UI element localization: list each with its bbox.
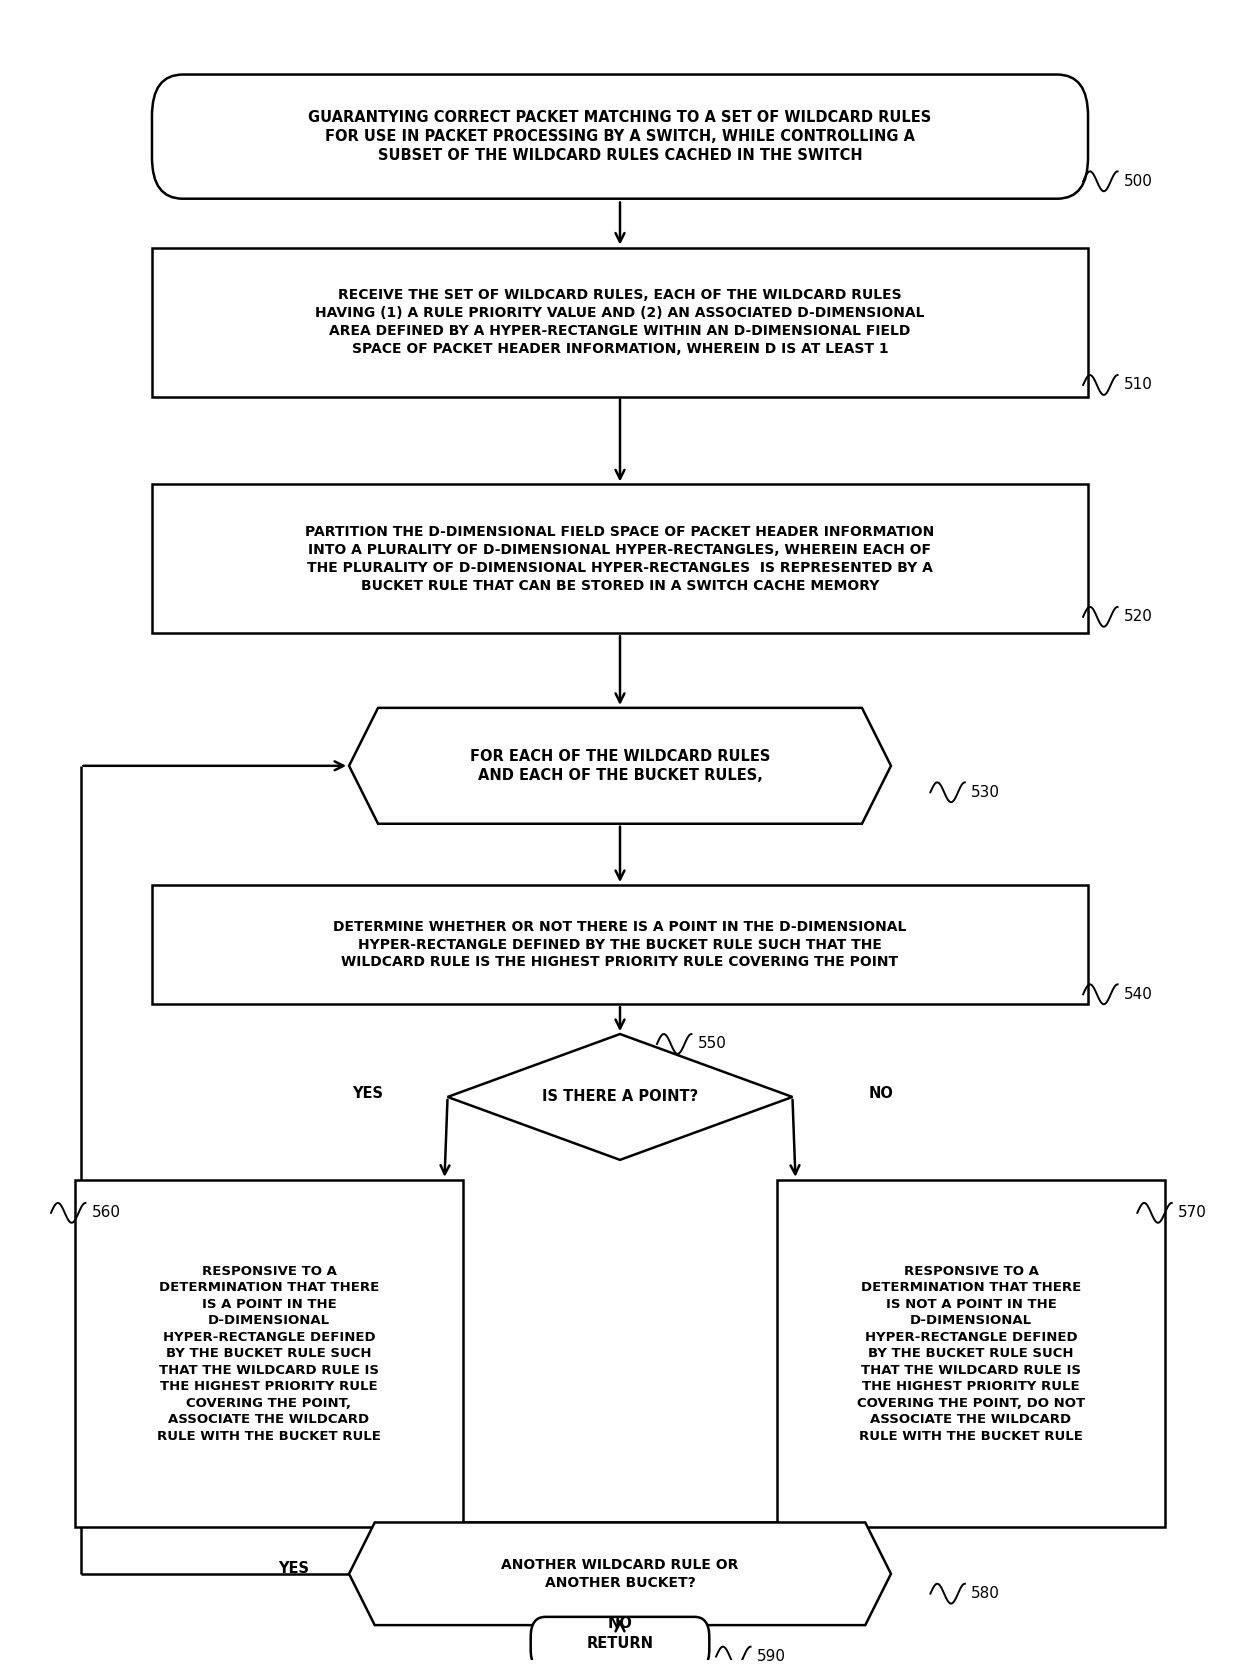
Bar xyxy=(153,885,1087,1005)
Text: NO: NO xyxy=(869,1087,894,1102)
Text: PARTITION THE D-DIMENSIONAL FIELD SPACE OF PACKET HEADER INFORMATION
INTO A PLUR: PARTITION THE D-DIMENSIONAL FIELD SPACE … xyxy=(305,526,935,592)
Text: GUARANTYING CORRECT PACKET MATCHING TO A SET OF WILDCARD RULES
FOR USE IN PACKET: GUARANTYING CORRECT PACKET MATCHING TO A… xyxy=(309,110,931,164)
Bar xyxy=(153,484,1087,633)
Polygon shape xyxy=(348,1522,892,1626)
FancyBboxPatch shape xyxy=(531,1617,709,1669)
Text: RETURN: RETURN xyxy=(587,1636,653,1651)
Text: IS THERE A POINT?: IS THERE A POINT? xyxy=(542,1090,698,1105)
Text: RECEIVE THE SET OF WILDCARD RULES, EACH OF THE WILDCARD RULES
HAVING (1) A RULE : RECEIVE THE SET OF WILDCARD RULES, EACH … xyxy=(315,289,925,355)
Text: YES: YES xyxy=(278,1561,309,1576)
Bar xyxy=(777,1180,1166,1527)
Text: RESPONSIVE TO A
DETERMINATION THAT THERE
IS A POINT IN THE
D-DIMENSIONAL
HYPER-R: RESPONSIVE TO A DETERMINATION THAT THERE… xyxy=(157,1265,381,1442)
Text: 500: 500 xyxy=(1123,174,1153,189)
Bar xyxy=(153,247,1087,397)
Text: 550: 550 xyxy=(698,1036,727,1051)
Text: 540: 540 xyxy=(1123,986,1153,1001)
Text: 510: 510 xyxy=(1123,377,1153,392)
Text: 590: 590 xyxy=(756,1649,786,1664)
Text: 560: 560 xyxy=(92,1205,120,1220)
Bar xyxy=(74,1180,463,1527)
Text: 580: 580 xyxy=(971,1586,999,1601)
Text: ANOTHER WILDCARD RULE OR
ANOTHER BUCKET?: ANOTHER WILDCARD RULE OR ANOTHER BUCKET? xyxy=(501,1557,739,1591)
Polygon shape xyxy=(448,1035,792,1160)
Text: 530: 530 xyxy=(971,784,999,799)
Text: 520: 520 xyxy=(1123,609,1153,624)
Text: FOR EACH OF THE WILDCARD RULES
AND EACH OF THE BUCKET RULES,: FOR EACH OF THE WILDCARD RULES AND EACH … xyxy=(470,749,770,783)
Text: NO: NO xyxy=(608,1616,632,1631)
Text: RESPONSIVE TO A
DETERMINATION THAT THERE
IS NOT A POINT IN THE
D-DIMENSIONAL
HYP: RESPONSIVE TO A DETERMINATION THAT THERE… xyxy=(857,1265,1085,1442)
FancyBboxPatch shape xyxy=(153,75,1087,199)
Text: DETERMINE WHETHER OR NOT THERE IS A POINT IN THE D-DIMENSIONAL
HYPER-RECTANGLE D: DETERMINE WHETHER OR NOT THERE IS A POIN… xyxy=(334,920,906,970)
Polygon shape xyxy=(348,708,892,824)
Text: YES: YES xyxy=(352,1087,383,1102)
Text: 570: 570 xyxy=(1178,1205,1207,1220)
